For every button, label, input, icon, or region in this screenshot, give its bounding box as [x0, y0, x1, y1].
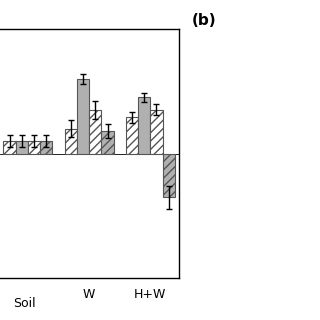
Bar: [65, 129, 77, 154]
Bar: [101, 131, 114, 154]
Bar: [28, 141, 40, 154]
Bar: [89, 110, 101, 154]
Bar: [77, 79, 89, 154]
Text: Soil: Soil: [13, 297, 36, 310]
Text: (b): (b): [192, 13, 217, 28]
Bar: [163, 154, 175, 197]
Bar: [40, 141, 52, 154]
Bar: [16, 141, 28, 154]
Bar: [4, 141, 16, 154]
Bar: [150, 110, 163, 154]
Bar: [126, 117, 138, 154]
Bar: [138, 97, 150, 154]
